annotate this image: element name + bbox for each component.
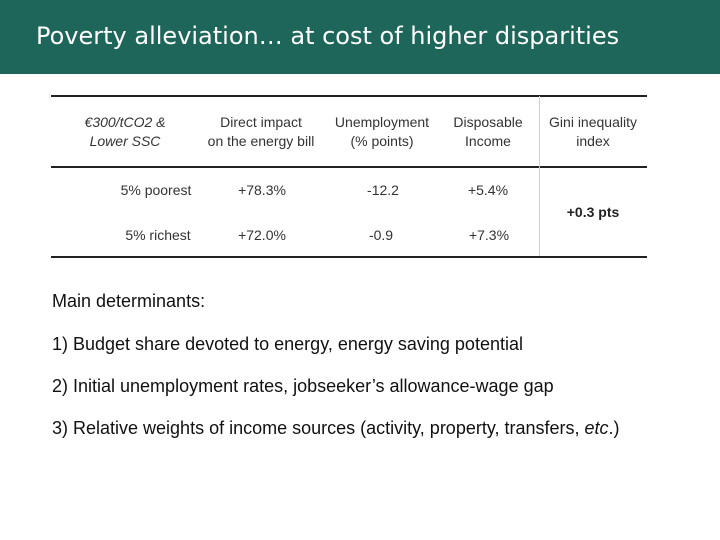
table-top-rule [51,95,647,97]
header-gini: Gini inequality index [549,114,637,149]
table-bottom-rule [51,256,647,258]
determinant-item-2: 2) Initial unemployment rates, jobseeker… [52,376,554,396]
header-unemployment: Unemployment (% points) [334,114,430,149]
row-label-richest: 5% richest [125,227,191,243]
row-label-poorest: 5% poorest [120,182,192,198]
cell-direct-richest: +72.0% [238,227,286,243]
cell-income-poorest: +5.4% [467,182,509,198]
gini-column-divider [539,96,540,256]
determinant-item-1: 1) Budget share devoted to energy, energ… [52,334,523,354]
determinants-title: Main determinants: [52,291,206,311]
title-bar: Poverty alleviation… at cost of higher d… [0,0,720,74]
slide-title: Poverty alleviation… at cost of higher d… [36,22,620,50]
cell-gini-value: +0.3 pts [566,204,620,220]
cell-unemployment-richest: -0.9 [368,227,394,243]
cell-unemployment-poorest: -12.2 [367,182,399,198]
table-header-rule [51,166,647,168]
header-disposable-income: Disposable Income [453,114,523,149]
header-direct-impact: Direct impact on the energy bill [207,114,315,149]
header-scenario: €300/tCO2 & Lower SSC [84,114,166,149]
determinant-item-3: 3) Relative weights of income sources (a… [52,418,620,438]
cell-direct-poorest: +78.3% [238,182,286,198]
cell-income-richest: +7.3% [468,227,510,243]
